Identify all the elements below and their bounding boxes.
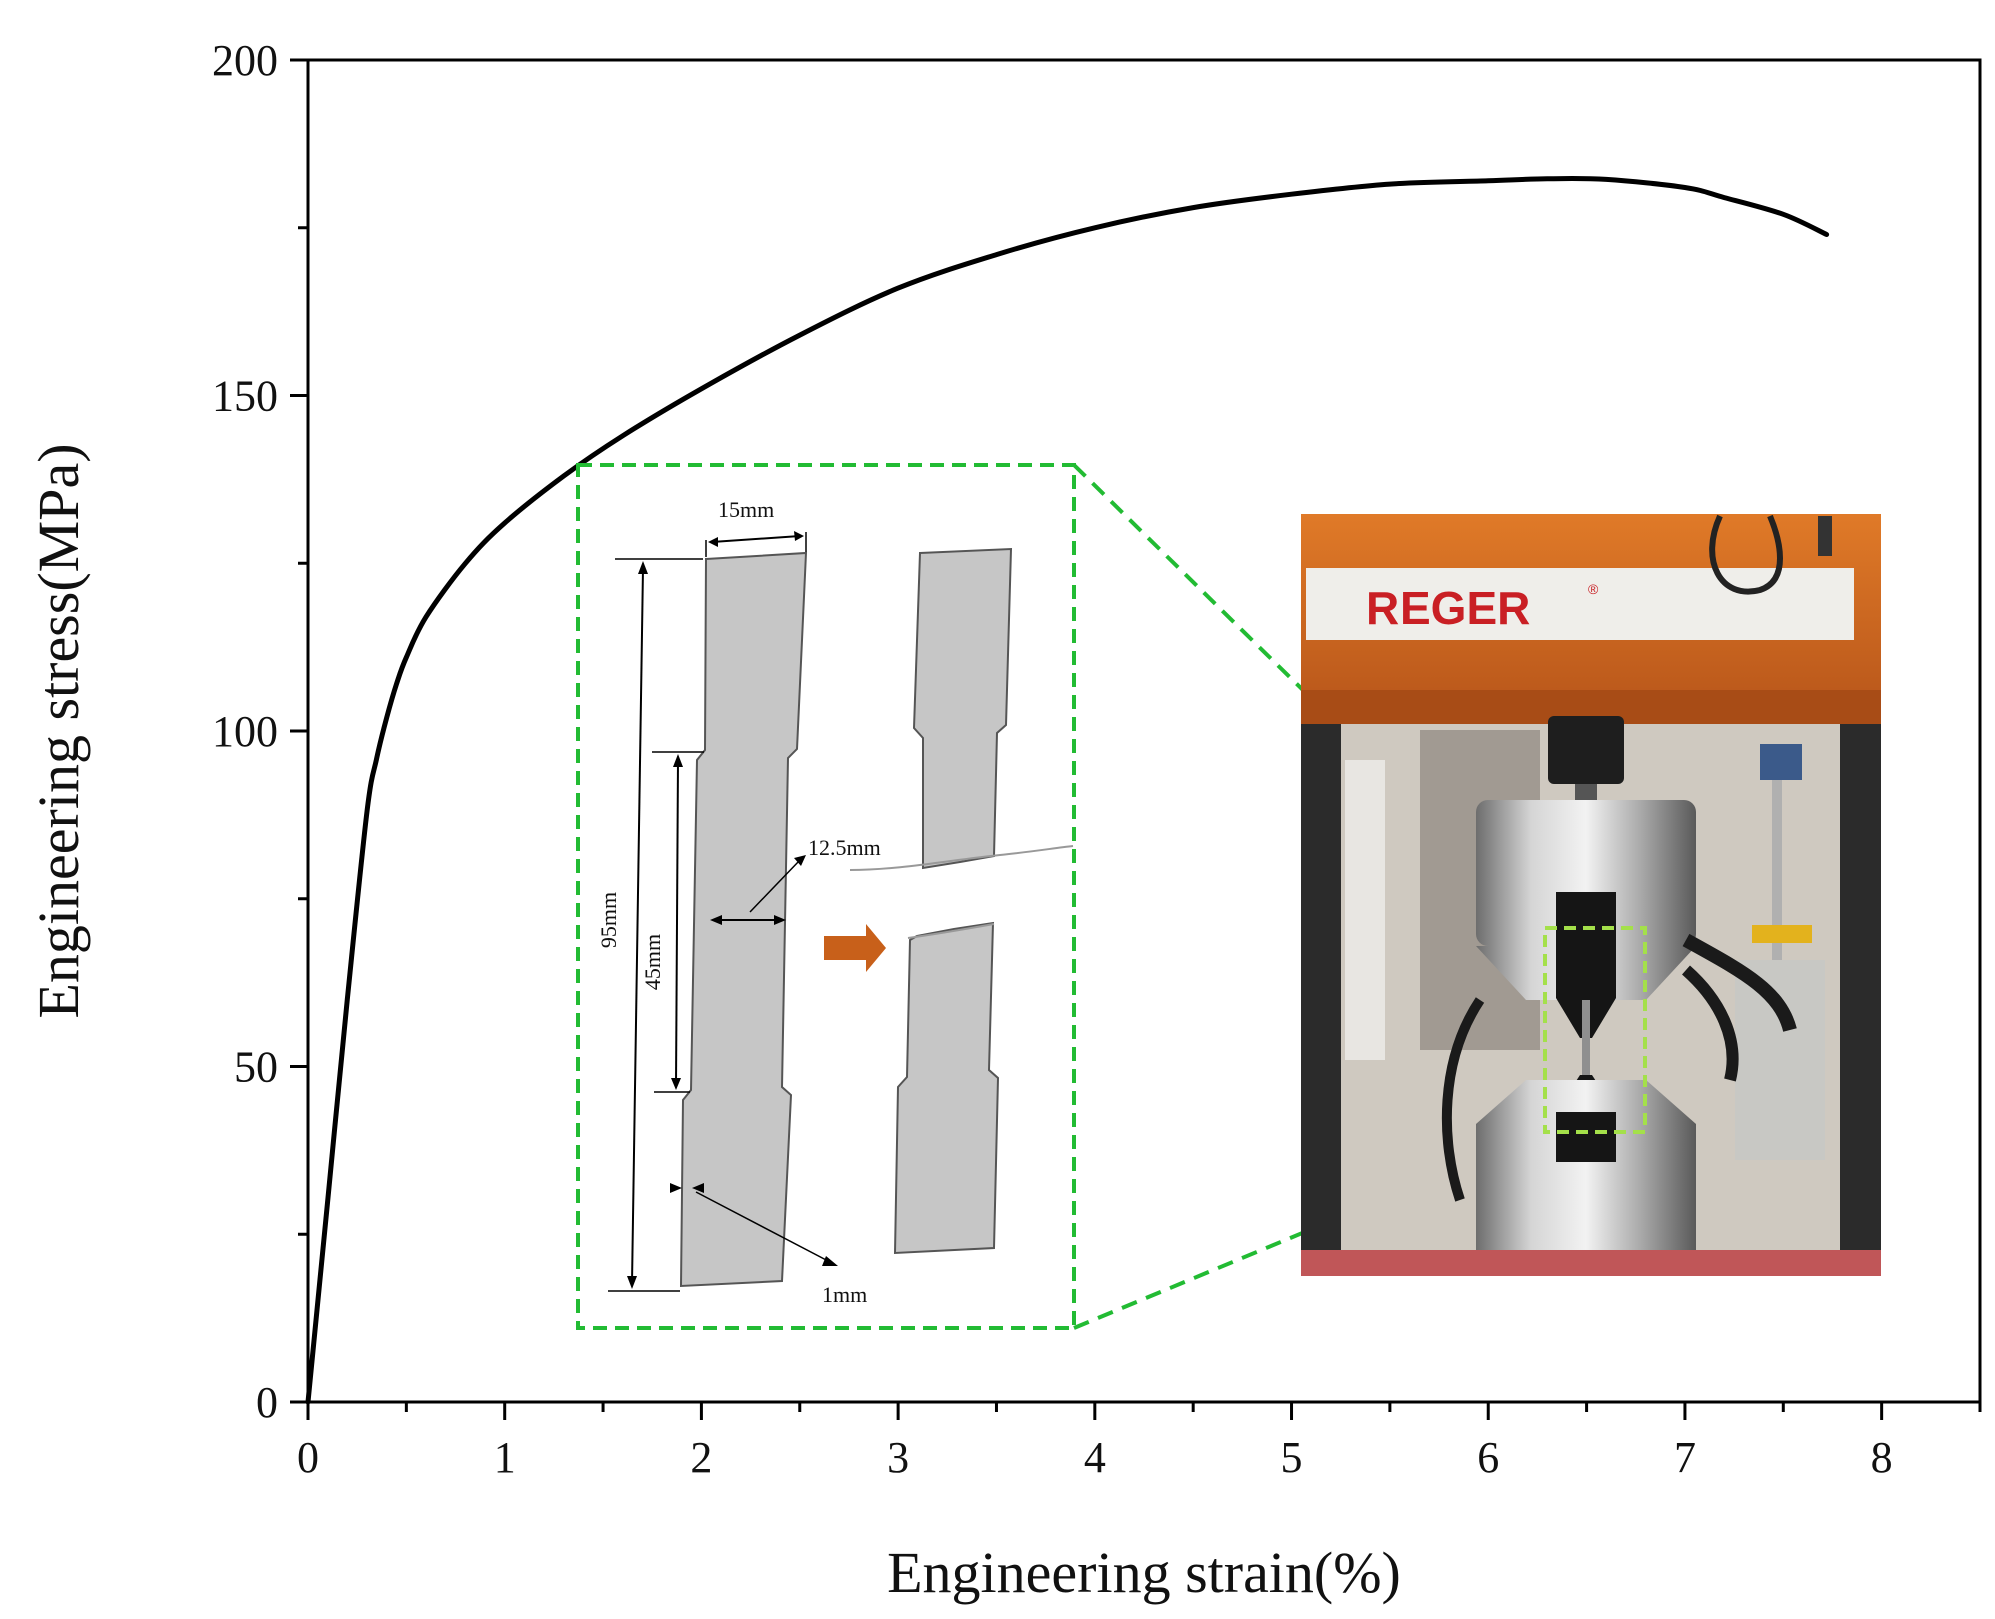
stress-strain-curve bbox=[305, 175, 1830, 1405]
x-tick-label: 7 bbox=[1674, 1433, 1696, 1482]
machine-logo-panel bbox=[1306, 568, 1854, 640]
specimen-fractured-upper bbox=[912, 547, 1013, 870]
x-tick-label: 6 bbox=[1477, 1433, 1499, 1482]
x-tick-label: 1 bbox=[494, 1433, 516, 1482]
x-axis-title: Engineering strain(%) bbox=[887, 1540, 1401, 1605]
x-tick-label: 8 bbox=[1871, 1433, 1893, 1482]
y-tick-label: 100 bbox=[212, 707, 278, 756]
axes: 0 1 2 3 4 5 6 7 8 0 50 100 150 200 bbox=[212, 36, 1982, 1482]
dimension-label-1mm: 1mm bbox=[822, 1282, 867, 1307]
y-axis-title: Engineering stress(MPa) bbox=[26, 443, 91, 1018]
x-tick-label: 4 bbox=[1084, 1433, 1106, 1482]
fracture-crack-upper bbox=[849, 845, 1074, 871]
y-tick-label: 200 bbox=[212, 36, 278, 85]
machine-logo-text: EGER bbox=[1400, 582, 1530, 634]
machine-logo-registered: ® bbox=[1588, 581, 1599, 597]
dimension-label-95mm: 95mm bbox=[596, 892, 621, 948]
specimen-inset-frame bbox=[576, 463, 1076, 1330]
machine-column-left bbox=[1301, 724, 1341, 1276]
photo-zoom-frame bbox=[1543, 926, 1647, 1134]
x-tick-label: 2 bbox=[690, 1433, 712, 1482]
dimension-total-length: 95mm bbox=[596, 558, 703, 1292]
dimension-gauge-width: 12.5mm bbox=[710, 835, 881, 925]
machine-column-right bbox=[1840, 724, 1881, 1276]
y-tick-label: 150 bbox=[212, 372, 278, 421]
dimension-gauge-length: 45mm bbox=[640, 751, 704, 1093]
machine-logo-mark: R bbox=[1366, 582, 1399, 634]
specimen-inset: 15mm 95mm 45mm 12.5mm bbox=[576, 463, 1076, 1330]
x-tick-label: 5 bbox=[1281, 1433, 1303, 1482]
x-tick-label: 3 bbox=[887, 1433, 909, 1482]
y-tick-label: 50 bbox=[234, 1043, 278, 1092]
specimen-fractured-lower bbox=[893, 921, 1000, 1255]
y-axis-ticks: 0 50 100 150 200 bbox=[212, 36, 308, 1427]
fracture-crack-lower bbox=[907, 923, 995, 939]
x-tick-label: 0 bbox=[297, 1433, 319, 1482]
dimension-label-15mm: 15mm bbox=[718, 497, 774, 522]
dimension-label-45mm: 45mm bbox=[640, 934, 665, 990]
dimension-fillet: 1mm bbox=[670, 1183, 867, 1307]
dimension-width-top: 15mm bbox=[705, 497, 807, 557]
x-axis-ticks: 0 1 2 3 4 5 6 7 8 bbox=[297, 1402, 1982, 1482]
machine-upper-grip bbox=[1476, 800, 1696, 946]
fracture-arrow-icon bbox=[824, 924, 886, 972]
y-tick-label: 0 bbox=[256, 1378, 278, 1427]
dimension-label-12-5mm: 12.5mm bbox=[808, 835, 881, 860]
testing-machine-photo: R EGER ® bbox=[1301, 514, 1881, 1276]
